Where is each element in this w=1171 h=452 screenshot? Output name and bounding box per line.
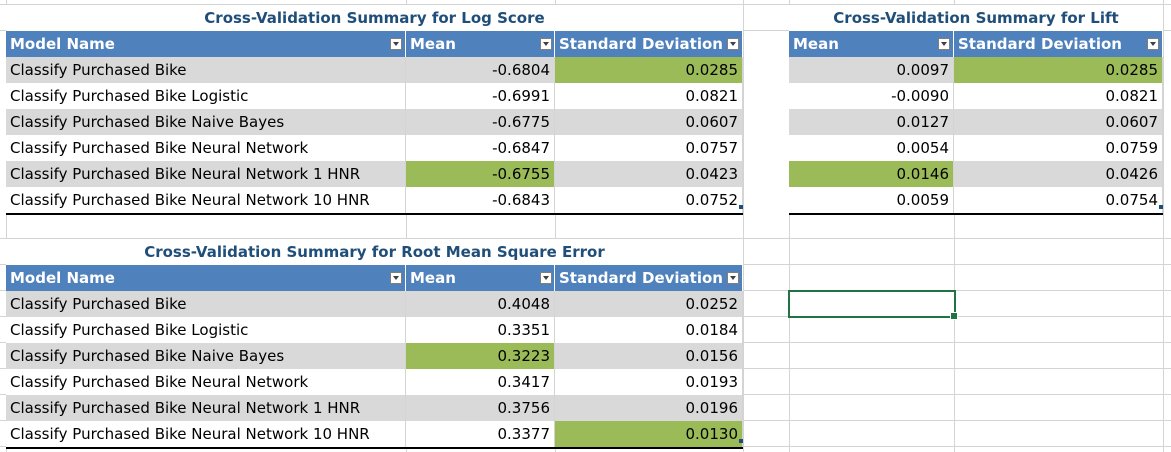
cell-standard-deviation[interactable]: 0.0285 (555, 57, 743, 83)
filter-dropdown-icon[interactable] (938, 38, 950, 50)
header-standard-deviation[interactable]: Standard Deviation (555, 31, 743, 57)
table-row: Classify Purchased Bike -0.6804 0.0285 (6, 57, 743, 83)
table-row: 0.0054 0.0759 (789, 135, 1163, 161)
log-score-title: Cross-Validation Summary for Log Score (6, 5, 743, 31)
cell-standard-deviation[interactable]: 0.0757 (555, 135, 743, 161)
header-mean[interactable]: Mean (789, 31, 954, 57)
table-row: Classify Purchased Bike Naive Bayes 0.32… (6, 343, 743, 369)
cell-mean[interactable]: -0.6843 (406, 187, 555, 213)
table-row: Classify Purchased Bike Naive Bayes -0.6… (6, 109, 743, 135)
cell-model-name[interactable]: Classify Purchased Bike Neural Network (6, 135, 406, 161)
table-row: Classify Purchased Bike Neural Network 1… (6, 187, 743, 215)
table-resize-handle[interactable] (1159, 205, 1163, 209)
cell-model-name[interactable]: Classify Purchased Bike Naive Bayes (6, 109, 406, 135)
cell-standard-deviation[interactable]: 0.0607 (555, 109, 743, 135)
filter-dropdown-icon[interactable] (727, 38, 739, 50)
cell-standard-deviation[interactable]: 0.0821 (555, 83, 743, 109)
fill-handle[interactable] (950, 312, 958, 320)
cell-mean[interactable]: -0.0090 (789, 83, 954, 109)
cell-model-name[interactable]: Classify Purchased Bike Neural Network 1… (6, 187, 406, 213)
cell-standard-deviation[interactable]: 0.0193 (555, 369, 743, 395)
header-standard-deviation[interactable]: Standard Deviation (954, 31, 1163, 57)
lift-title: Cross-Validation Summary for Lift (789, 5, 1163, 31)
cell-mean[interactable]: 0.3351 (406, 317, 555, 343)
cell-standard-deviation[interactable]: 0.0184 (555, 317, 743, 343)
cell-standard-deviation[interactable]: 0.0196 (555, 395, 743, 421)
cell-standard-deviation[interactable]: 0.0754 (954, 187, 1163, 213)
cell-standard-deviation[interactable]: 0.0607 (954, 109, 1163, 135)
cell-standard-deviation[interactable]: 0.0426 (954, 161, 1163, 187)
table-row: 0.0097 0.0285 (789, 57, 1163, 83)
log-score-table: Model Name Mean Standard Deviation Class… (6, 31, 743, 215)
cell-mean[interactable]: 0.3417 (406, 369, 555, 395)
cell-model-name[interactable]: Classify Purchased Bike Logistic (6, 83, 406, 109)
table-row: Classify Purchased Bike Neural Network 1… (6, 395, 743, 421)
cell-model-name[interactable]: Classify Purchased Bike Naive Bayes (6, 343, 406, 369)
table-row: Classify Purchased Bike Neural Network 1… (6, 161, 743, 187)
cell-standard-deviation[interactable]: 0.0423 (555, 161, 743, 187)
cell-mean[interactable]: 0.0127 (789, 109, 954, 135)
cell-model-name[interactable]: Classify Purchased Bike Neural Network 1… (6, 421, 406, 447)
filter-dropdown-icon[interactable] (390, 38, 402, 50)
cell-mean[interactable]: -0.6991 (406, 83, 555, 109)
table-row: Classify Purchased Bike Logistic -0.6991… (6, 83, 743, 109)
cell-model-name[interactable]: Classify Purchased Bike (6, 57, 406, 83)
table-row: Classify Purchased Bike Neural Network 0… (6, 369, 743, 395)
cell-standard-deviation[interactable]: 0.0130 (555, 421, 743, 447)
cell-mean[interactable]: -0.6847 (406, 135, 555, 161)
cell-mean[interactable]: 0.3223 (406, 343, 555, 369)
cell-mean[interactable]: -0.6755 (406, 161, 555, 187)
cell-mean[interactable]: 0.4048 (406, 291, 555, 317)
table-row: Classify Purchased Bike 0.4048 0.0252 (6, 291, 743, 317)
table-resize-handle[interactable] (739, 205, 743, 209)
table-header-row: Model Name Mean Standard Deviation (6, 31, 743, 57)
cell-mean[interactable]: 0.0146 (789, 161, 954, 187)
cell-standard-deviation[interactable]: 0.0759 (954, 135, 1163, 161)
cell-mean[interactable]: -0.6775 (406, 109, 555, 135)
cell-mean[interactable]: 0.3377 (406, 421, 555, 447)
filter-dropdown-icon[interactable] (1147, 38, 1159, 50)
cell-model-name[interactable]: Classify Purchased Bike Neural Network 1… (6, 161, 406, 187)
lift-table: Mean Standard Deviation 0.0097 0.0285 -0… (789, 31, 1163, 215)
cell-mean[interactable]: -0.6804 (406, 57, 555, 83)
table-resize-handle[interactable] (739, 439, 743, 443)
cell-model-name[interactable]: Classify Purchased Bike Neural Network (6, 369, 406, 395)
cell-standard-deviation[interactable]: 0.0752 (555, 187, 743, 213)
cell-standard-deviation[interactable]: 0.0252 (555, 291, 743, 317)
filter-dropdown-icon[interactable] (540, 272, 552, 284)
table-row: Classify Purchased Bike Neural Network 1… (6, 421, 743, 449)
header-standard-deviation[interactable]: Standard Deviation (555, 265, 743, 291)
cell-standard-deviation[interactable]: 0.0156 (555, 343, 743, 369)
filter-dropdown-icon[interactable] (727, 272, 739, 284)
table-header-row: Model Name Mean Standard Deviation (6, 265, 743, 291)
cell-model-name[interactable]: Classify Purchased Bike Logistic (6, 317, 406, 343)
active-cell-selection[interactable] (788, 290, 958, 320)
header-model-name[interactable]: Model Name (6, 31, 406, 57)
table-row: 0.0059 0.0754 (789, 187, 1163, 215)
rmse-table: Model Name Mean Standard Deviation Class… (6, 265, 743, 449)
header-mean[interactable]: Mean (406, 31, 555, 57)
table-header-row: Mean Standard Deviation (789, 31, 1163, 57)
rmse-title: Cross-Validation Summary for Root Mean S… (6, 239, 743, 265)
cell-mean[interactable]: 0.0059 (789, 187, 954, 213)
cell-mean[interactable]: 0.0054 (789, 135, 954, 161)
table-row: -0.0090 0.0821 (789, 83, 1163, 109)
table-row: Classify Purchased Bike Logistic 0.3351 … (6, 317, 743, 343)
table-row: 0.0146 0.0426 (789, 161, 1163, 187)
cell-model-name[interactable]: Classify Purchased Bike (6, 291, 406, 317)
cell-mean[interactable]: 0.0097 (789, 57, 954, 83)
filter-dropdown-icon[interactable] (540, 38, 552, 50)
cell-standard-deviation[interactable]: 0.0285 (954, 57, 1163, 83)
cell-standard-deviation[interactable]: 0.0821 (954, 83, 1163, 109)
table-row: Classify Purchased Bike Neural Network -… (6, 135, 743, 161)
cell-mean[interactable]: 0.3756 (406, 395, 555, 421)
cell-model-name[interactable]: Classify Purchased Bike Neural Network 1… (6, 395, 406, 421)
header-mean[interactable]: Mean (406, 265, 555, 291)
table-row: 0.0127 0.0607 (789, 109, 1163, 135)
header-model-name[interactable]: Model Name (6, 265, 406, 291)
filter-dropdown-icon[interactable] (390, 272, 402, 284)
